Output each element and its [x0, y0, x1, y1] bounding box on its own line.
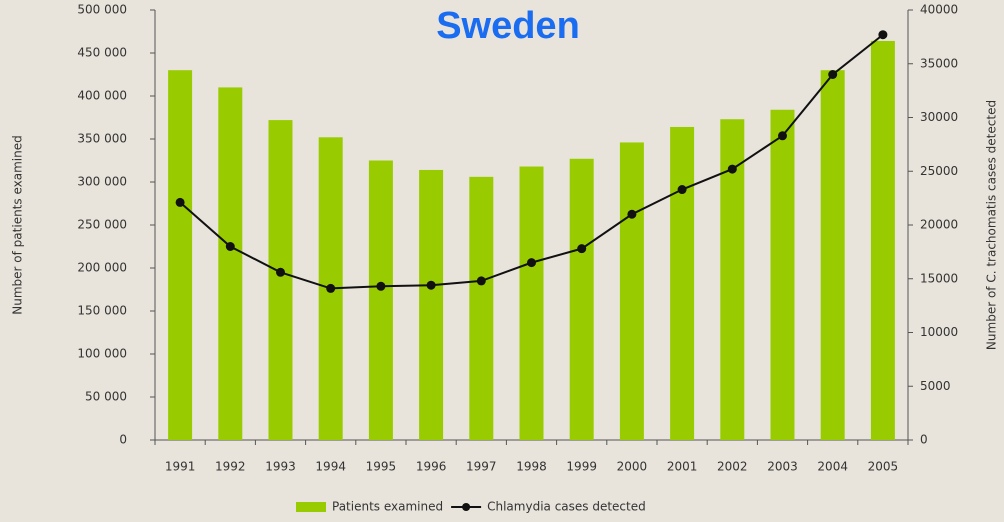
y-tick-label: 500 000: [77, 3, 127, 17]
x-tick-label: 1999: [566, 460, 597, 474]
y-tick-label: 150 000: [77, 304, 127, 318]
x-tick-label: 2002: [717, 460, 748, 474]
legend-label: Chlamydia cases detected: [487, 500, 646, 514]
bar: [820, 70, 845, 440]
y2-tick-label: 5000: [920, 379, 951, 393]
line-marker: [727, 164, 737, 174]
bar: [368, 160, 393, 440]
y2-tick-label: 20000: [920, 218, 958, 232]
legend-label: Patients examined: [332, 500, 443, 514]
legend-swatch: [462, 503, 471, 511]
line-marker: [326, 283, 336, 293]
y-tick-label: 0: [119, 433, 127, 447]
y2-tick-label: 10000: [920, 325, 958, 339]
y2-tick-label: 15000: [920, 271, 958, 285]
x-tick-label: 2005: [868, 460, 899, 474]
y2-tick-label: 35000: [920, 56, 958, 70]
line-marker: [878, 30, 888, 40]
bar: [218, 87, 243, 441]
chart-title: Sweden: [436, 5, 580, 47]
line-marker: [225, 242, 235, 251]
line-marker: [276, 267, 285, 277]
y2-tick-label: 40000: [920, 3, 958, 17]
x-tick-label: 2004: [817, 460, 848, 474]
bar: [770, 109, 795, 440]
bar: [870, 40, 895, 441]
y2-tick-label: 30000: [920, 110, 958, 124]
legend-swatch: [296, 502, 326, 512]
y2-tick-label: 25000: [920, 164, 958, 178]
y-axis-label: Number of patients examined: [11, 135, 25, 314]
x-tick-label: 2000: [617, 460, 648, 474]
line-marker: [527, 258, 536, 268]
x-tick-label: 1998: [516, 460, 547, 474]
bar: [670, 126, 695, 441]
x-tick-label: 2001: [667, 460, 698, 474]
line-marker: [778, 131, 787, 141]
bar: [268, 120, 293, 440]
y2-tick-label: 0: [920, 433, 928, 447]
line-marker: [426, 280, 436, 290]
line-marker: [577, 244, 587, 254]
bar: [569, 158, 594, 440]
y-tick-label: 350 000: [77, 132, 127, 146]
line-marker: [828, 70, 838, 79]
x-tick-label: 1997: [466, 460, 497, 474]
line-marker: [627, 209, 637, 219]
bar: [619, 142, 644, 440]
x-tick-label: 1996: [416, 460, 447, 474]
x-tick-label: 1994: [315, 460, 346, 474]
line-marker: [677, 185, 687, 195]
bar: [519, 166, 544, 440]
y-tick-label: 450 000: [77, 46, 127, 60]
line-marker: [476, 276, 486, 286]
y-tick-label: 300 000: [77, 175, 127, 189]
bar: [168, 70, 193, 440]
x-tick-label: 1991: [165, 460, 196, 474]
x-tick-label: 1993: [265, 460, 296, 474]
y2-axis-label: Number of C. trachomatis cases detected: [985, 100, 999, 350]
x-tick-label: 1992: [215, 460, 246, 474]
y-tick-label: 250 000: [77, 218, 127, 232]
x-tick-label: 1995: [366, 460, 397, 474]
x-tick-label: 2003: [767, 460, 798, 474]
line-marker: [175, 197, 185, 207]
y-tick-label: 200 000: [77, 261, 127, 275]
y-tick-label: 50 000: [85, 390, 127, 404]
bar: [469, 176, 494, 440]
bar: [419, 169, 444, 440]
y-tick-label: 100 000: [77, 347, 127, 361]
y-tick-label: 400 000: [77, 89, 127, 103]
line-marker: [376, 281, 386, 291]
